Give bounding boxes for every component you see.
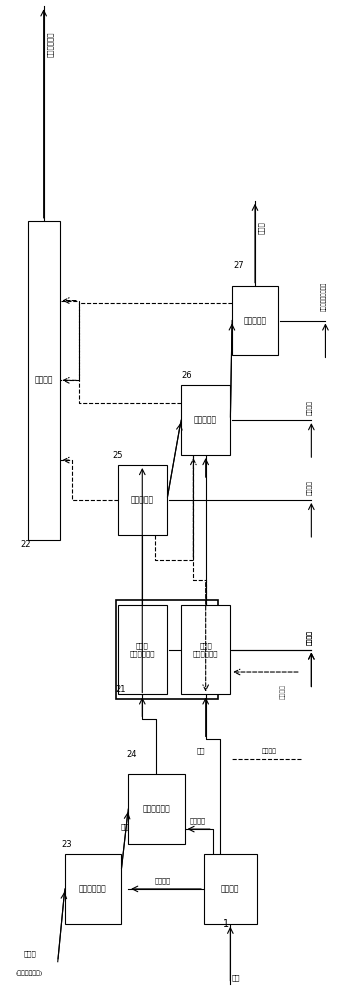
Bar xyxy=(116,600,218,699)
Text: 煤气炉
（换热部分）: 煤气炉 （换热部分） xyxy=(193,642,218,657)
Bar xyxy=(181,605,230,694)
Text: 21: 21 xyxy=(116,685,126,694)
Text: 纯氧: 纯氧 xyxy=(196,748,204,754)
Bar xyxy=(28,221,60,540)
Bar xyxy=(118,605,167,694)
Text: 22: 22 xyxy=(21,540,31,549)
Text: 低压氢气: 低压氢气 xyxy=(154,877,170,884)
Text: 煤粉: 煤粉 xyxy=(120,824,129,830)
Bar xyxy=(65,854,121,924)
Text: 煤气炉
（反应部分）: 煤气炉 （反应部分） xyxy=(130,642,155,657)
Text: 固渣排放: 固渣排放 xyxy=(307,630,312,645)
Text: 26: 26 xyxy=(181,371,192,380)
Text: (来自煤炭处理): (来自煤炭处理) xyxy=(16,971,43,976)
Text: 飞灰排放: 飞灰排放 xyxy=(307,400,312,415)
Text: 飞灰排放: 飞灰排放 xyxy=(307,480,312,495)
Text: 23: 23 xyxy=(61,840,72,849)
Text: 27: 27 xyxy=(234,261,245,270)
Text: 煤炭干燥装置: 煤炭干燥装置 xyxy=(79,884,107,893)
Text: 25: 25 xyxy=(112,451,123,460)
Text: 固渣排放: 固渣排放 xyxy=(307,630,312,645)
Text: 1: 1 xyxy=(223,919,229,929)
Text: 黑水排放至污水处理: 黑水排放至污水处理 xyxy=(321,281,327,311)
Bar xyxy=(118,465,167,535)
Bar xyxy=(181,385,230,455)
Text: 湿净化装置: 湿净化装置 xyxy=(244,316,267,325)
Text: 对流换热器: 对流换热器 xyxy=(194,416,217,425)
Bar xyxy=(232,286,278,355)
Text: 空气: 空气 xyxy=(232,974,241,981)
Text: 锅炉给水: 锅炉给水 xyxy=(262,749,277,754)
Text: 锅炉给水: 锅炉给水 xyxy=(280,684,286,699)
Text: 原料煤: 原料煤 xyxy=(23,950,36,957)
Text: 高压氢气: 高压氢气 xyxy=(190,817,206,824)
Bar xyxy=(128,774,185,844)
Bar xyxy=(204,854,257,924)
Text: 粗煤气: 粗煤气 xyxy=(258,221,265,234)
Text: 加压输送装置: 加压输送装置 xyxy=(142,805,170,814)
Text: 高压储能: 高压储能 xyxy=(34,376,53,385)
Text: 气固分离器: 气固分离器 xyxy=(131,496,154,505)
Text: 空分装置: 空分装置 xyxy=(221,884,240,893)
Text: 高压燃机蒸汽: 高压燃机蒸汽 xyxy=(47,31,54,57)
Text: 24: 24 xyxy=(126,750,137,759)
